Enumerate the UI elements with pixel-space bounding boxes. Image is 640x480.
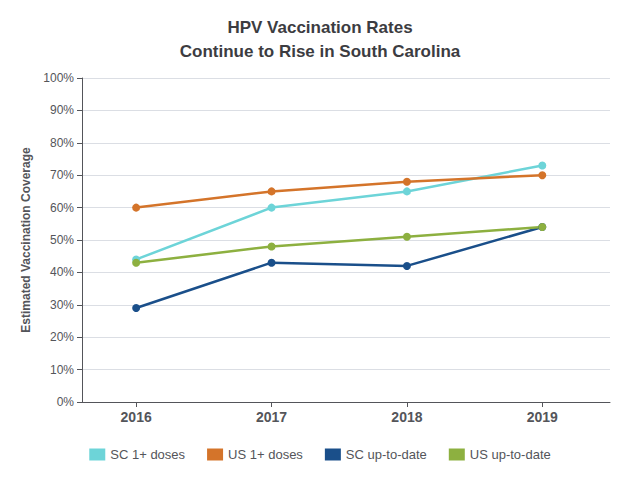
svg-text:60%: 60% [50, 201, 74, 215]
svg-text:HPV Vaccination Rates: HPV Vaccination Rates [227, 18, 412, 37]
svg-text:70%: 70% [50, 168, 74, 182]
svg-text:90%: 90% [50, 103, 74, 117]
svg-text:10%: 10% [50, 363, 74, 377]
svg-text:100%: 100% [43, 71, 74, 85]
svg-text:2017: 2017 [256, 409, 287, 425]
svg-text:US up-to-date: US up-to-date [470, 447, 551, 462]
svg-text:2019: 2019 [527, 409, 558, 425]
svg-text:30%: 30% [50, 298, 74, 312]
svg-text:2018: 2018 [391, 409, 422, 425]
svg-text:0%: 0% [57, 395, 75, 409]
svg-text:US 1+ doses: US 1+ doses [228, 447, 303, 462]
svg-text:SC up-to-date: SC up-to-date [346, 447, 427, 462]
svg-text:Estimated Vaccination Coverage: Estimated Vaccination Coverage [19, 147, 33, 333]
svg-text:Continue to Rise in South Caro: Continue to Rise in South Carolina [180, 42, 461, 61]
svg-text:80%: 80% [50, 136, 74, 150]
svg-text:20%: 20% [50, 330, 74, 344]
svg-text:2016: 2016 [121, 409, 152, 425]
svg-text:40%: 40% [50, 265, 74, 279]
svg-text:50%: 50% [50, 233, 74, 247]
svg-text:SC 1+ doses: SC 1+ doses [110, 447, 185, 462]
